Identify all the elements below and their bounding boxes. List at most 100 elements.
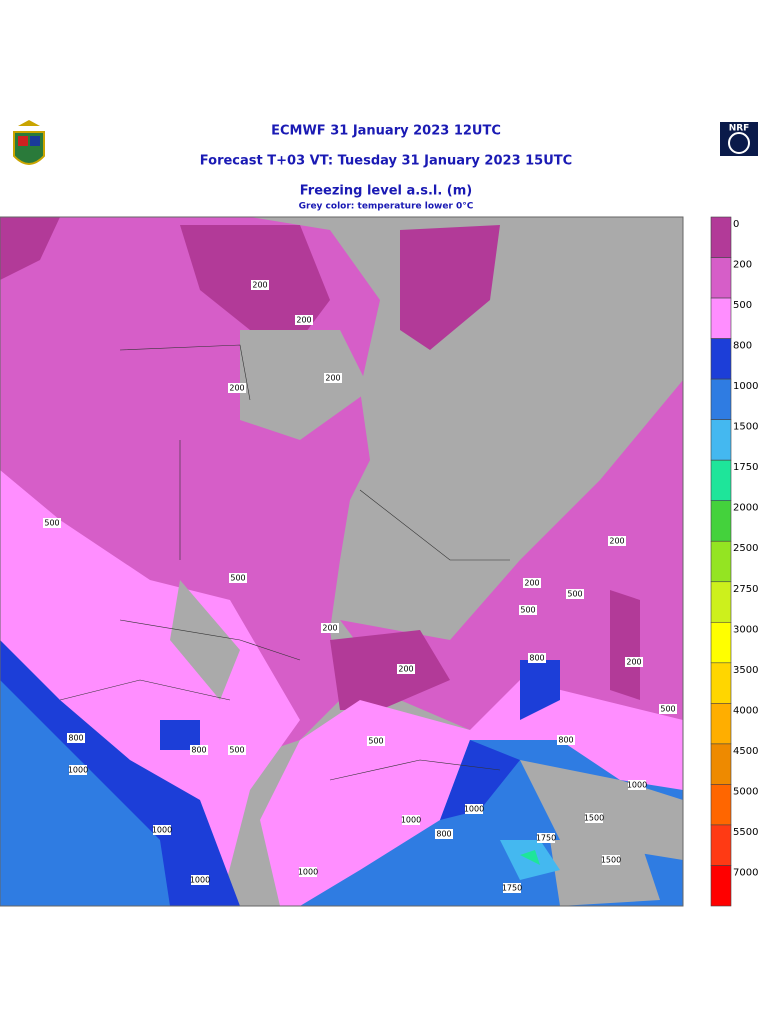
colorbar-label: 5000 <box>733 786 758 797</box>
contour-label: 800 <box>558 736 573 745</box>
contour-label: 200 <box>322 624 337 633</box>
colorbar-swatch <box>710 338 732 380</box>
colorbar-swatch <box>710 297 732 339</box>
colorbar-label: 7000 <box>733 867 758 878</box>
parameter: Freezing level a.s.l. (m) <box>300 184 473 199</box>
colorbar-label: 500 <box>733 300 752 311</box>
colorbar-label: 3500 <box>733 665 758 676</box>
contour-label-box <box>402 815 420 825</box>
contour-label: 200 <box>296 316 311 325</box>
contour-label: 500 <box>567 590 582 599</box>
colorbar-swatch <box>710 419 732 461</box>
contour-label-box <box>557 735 575 745</box>
contour-label: 200 <box>524 579 539 588</box>
contour-label: 200 <box>325 374 340 383</box>
title: ECMWF 31 January 2023 12UTC <box>271 124 501 139</box>
contour-label: 500 <box>368 737 383 746</box>
contour-label-box <box>585 813 603 823</box>
contour-label-box <box>435 829 453 839</box>
contour-label: 1000 <box>68 766 88 775</box>
colorbar-label: 1500 <box>733 422 758 433</box>
contour-label: 800 <box>191 746 206 755</box>
contour-labels: 200 200 200 200 200 200 200 200 200 500 500 500 500 5… <box>43 280 677 893</box>
colorbar-label: 3000 <box>733 624 758 635</box>
contour-label-box <box>43 518 61 528</box>
contour-label-box <box>228 745 246 755</box>
contour-label: 200 <box>626 658 641 667</box>
contour-label-box <box>321 623 339 633</box>
contour-label-box <box>69 765 87 775</box>
colorbar-label: 4500 <box>733 746 758 757</box>
logo-left <box>13 120 45 165</box>
colorbar: 0 200 500 800 1000 1500 1750 2000 2500 2750 3000 35… <box>710 216 758 907</box>
contour-label: 1000 <box>152 826 172 835</box>
contour-label-box <box>659 704 677 714</box>
contour-label-box <box>228 383 246 393</box>
contour-label-box <box>367 736 385 746</box>
contour-label-box <box>519 605 537 615</box>
colorbar-swatch <box>710 621 732 664</box>
contour-label: 800 <box>436 830 451 839</box>
contour-label-box <box>397 664 415 674</box>
logo-text: NRF <box>729 124 750 134</box>
contour-label: 1500 <box>601 856 621 865</box>
contour-label: 500 <box>660 705 675 714</box>
contour-label: 200 <box>252 281 267 290</box>
contour-label-box <box>299 867 317 877</box>
colorbar-swatch <box>710 257 732 299</box>
contour-label: 1000 <box>464 805 484 814</box>
colorbar-label: 1000 <box>733 381 758 392</box>
contour-label: 500 <box>520 606 535 615</box>
contour-label-box <box>628 780 646 790</box>
contour-label-box <box>503 883 521 893</box>
contour-label-box <box>523 578 541 588</box>
colorbar-label: 0 <box>733 219 739 230</box>
contour-label: 200 <box>229 384 244 393</box>
colorbar-label: 800 <box>733 341 752 352</box>
contour-label: 500 <box>229 746 244 755</box>
colorbar-swatch <box>710 216 732 258</box>
contour-label-box <box>537 833 555 843</box>
contour-label-box <box>251 280 269 290</box>
colorbar-label: 2000 <box>733 503 758 514</box>
contour-label: 200 <box>609 537 624 546</box>
contour-label-box <box>566 589 584 599</box>
contour-label-box <box>67 733 85 743</box>
map <box>0 216 684 907</box>
contour-label: 1750 <box>502 884 522 893</box>
colorbar-label: 200 <box>733 260 752 271</box>
colorbar-swatch <box>710 662 732 704</box>
contour-label: 800 <box>68 734 83 743</box>
colorbar-swatch <box>710 378 732 420</box>
colorbar-label: 2750 <box>733 584 758 595</box>
colorbar-swatch <box>710 500 732 542</box>
colorbar-swatch <box>710 865 732 907</box>
colorbar-swatch <box>710 459 732 502</box>
contour-label: 1750 <box>536 834 556 843</box>
logo-right: NRF <box>720 122 758 156</box>
contour-label: 1000 <box>627 781 647 790</box>
colorbar-swatch <box>710 743 732 785</box>
note: Grey color: temperature lower 0°C <box>299 202 474 212</box>
contour-label: 1500 <box>584 814 604 823</box>
contour-label-box <box>295 315 313 325</box>
contour-label-box <box>465 804 483 814</box>
contour-label: 500 <box>230 574 245 583</box>
contour-label-box <box>528 653 546 663</box>
contour-label-box <box>153 825 171 835</box>
contour-label-box <box>608 536 626 546</box>
contour-label-box <box>324 373 342 383</box>
colorbar-swatch <box>710 703 732 745</box>
contour-label: 500 <box>44 519 59 528</box>
contour-label: 1000 <box>298 868 318 877</box>
contour-label: 1000 <box>401 816 421 825</box>
colorbar-swatch <box>710 824 732 866</box>
colorbar-label: 1750 <box>733 462 758 473</box>
colorbar-swatch <box>710 540 732 583</box>
contour-label-box <box>602 855 620 865</box>
contour-label-box <box>229 573 247 583</box>
contour-label: 200 <box>398 665 413 674</box>
colorbar-label: 5500 <box>733 827 758 838</box>
contour-label-box <box>625 657 643 667</box>
